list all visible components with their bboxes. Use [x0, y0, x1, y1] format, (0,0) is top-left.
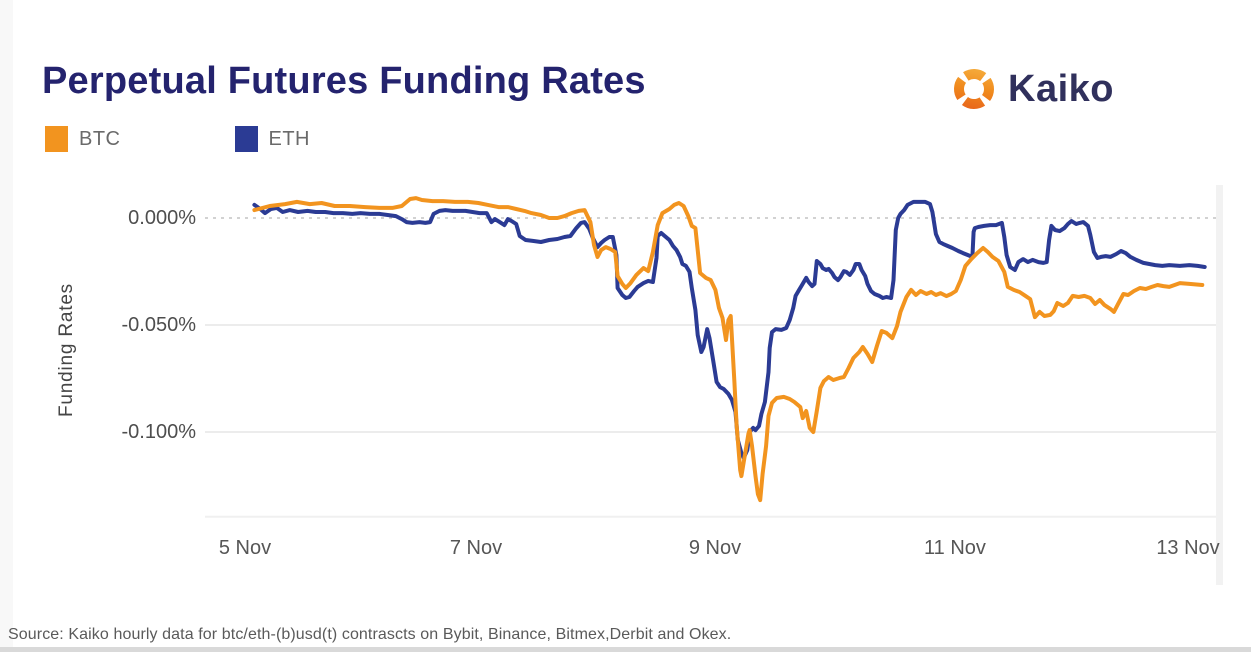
- kaiko-swirl-icon: [954, 69, 994, 109]
- brand-logo: Kaiko: [950, 62, 1114, 116]
- legend-item-eth: ETH: [234, 126, 311, 152]
- y-tick-2: -0.100%: [121, 421, 197, 443]
- x-tick-2: 9 Nov: [688, 537, 742, 559]
- eth-swatch-icon: [234, 126, 258, 152]
- source-note: Source: Kaiko hourly data for btc/eth-(b…: [8, 626, 732, 643]
- legend-label-btc: BTC: [79, 127, 121, 150]
- x-tick-1: 7 Nov: [449, 537, 503, 559]
- x-tick-0: 5 Nov: [218, 537, 272, 559]
- x-tick-4: 13 Nov: [1156, 537, 1220, 559]
- x-tick-3: 11 Nov: [924, 537, 986, 559]
- page-title: Perpetual Futures Funding Rates: [42, 60, 646, 102]
- y-tick-0: 0.000%: [128, 207, 196, 229]
- left-gutter: [0, 0, 13, 652]
- legend: BTC ETH: [45, 126, 362, 152]
- legend-item-btc: BTC: [45, 126, 121, 152]
- legend-label-eth: ETH: [268, 127, 310, 150]
- btc-swatch-icon: [45, 126, 68, 152]
- y-tick-1: -0.050%: [121, 314, 197, 336]
- y-axis-title: Funding Rates: [56, 283, 77, 417]
- brand-name: Kaiko: [1008, 67, 1114, 110]
- bottom-border: [0, 647, 1251, 652]
